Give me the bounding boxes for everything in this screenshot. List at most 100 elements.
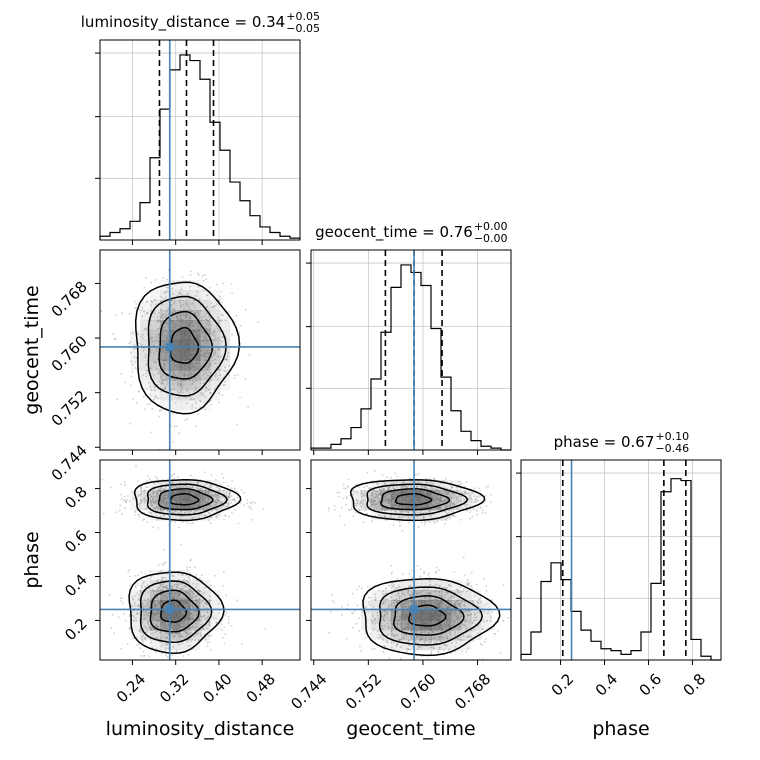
sample-point bbox=[429, 482, 431, 484]
sample-point bbox=[446, 512, 449, 515]
density-cell bbox=[130, 620, 141, 631]
sample-point bbox=[237, 522, 240, 525]
sample-point bbox=[221, 473, 223, 475]
density-cell bbox=[170, 330, 181, 341]
sample-point bbox=[159, 487, 162, 490]
sample-point bbox=[371, 520, 373, 523]
sample-point bbox=[470, 501, 473, 504]
sample-point bbox=[213, 387, 216, 390]
sample-point bbox=[230, 501, 233, 504]
sample-point bbox=[148, 587, 151, 590]
sample-point bbox=[208, 621, 211, 624]
sample-point bbox=[453, 515, 456, 518]
sample-point bbox=[145, 363, 148, 366]
sample-point bbox=[138, 631, 141, 633]
sample-point bbox=[196, 315, 199, 317]
sample-point bbox=[439, 502, 441, 505]
sample-point bbox=[135, 303, 138, 306]
sample-point bbox=[217, 496, 220, 499]
sample-point bbox=[195, 602, 198, 605]
sample-point bbox=[153, 482, 156, 485]
sample-point bbox=[150, 351, 152, 354]
sample-point bbox=[184, 419, 187, 421]
sample-point bbox=[218, 319, 221, 322]
sample-point bbox=[140, 309, 143, 312]
sample-point bbox=[172, 645, 175, 648]
sample-point bbox=[124, 619, 127, 622]
sample-point bbox=[156, 489, 159, 492]
sample-point bbox=[442, 501, 445, 504]
density-cell bbox=[170, 310, 181, 321]
density-cell bbox=[170, 590, 181, 601]
sample-point bbox=[116, 398, 118, 401]
sample-point bbox=[191, 486, 194, 489]
sample-point bbox=[177, 587, 180, 590]
sample-point bbox=[156, 495, 159, 498]
sample-point bbox=[236, 374, 239, 376]
sample-point bbox=[177, 573, 180, 576]
density-cell bbox=[210, 510, 221, 521]
sample-point bbox=[150, 367, 152, 370]
density-cell bbox=[150, 350, 161, 361]
sample-point bbox=[194, 605, 196, 608]
sample-point bbox=[219, 501, 222, 504]
sample-point bbox=[162, 509, 165, 512]
sample-point bbox=[123, 612, 126, 615]
sample-point bbox=[191, 407, 194, 409]
sample-point bbox=[461, 600, 463, 603]
sample-point bbox=[139, 647, 142, 650]
sample-point bbox=[185, 579, 188, 582]
sample-point bbox=[175, 632, 178, 635]
density-cell bbox=[150, 370, 161, 381]
sample-point bbox=[150, 628, 153, 631]
sample-point bbox=[198, 618, 201, 621]
sample-point bbox=[173, 298, 176, 301]
sample-point bbox=[227, 498, 230, 500]
sample-point bbox=[132, 619, 135, 622]
sample-point bbox=[223, 344, 226, 347]
sample-point bbox=[201, 514, 204, 517]
sample-point bbox=[147, 486, 149, 489]
sample-point bbox=[145, 327, 147, 330]
sample-point bbox=[179, 380, 182, 383]
density-cell bbox=[170, 630, 181, 641]
sample-point bbox=[158, 509, 161, 512]
density-cell bbox=[180, 280, 191, 291]
sample-point bbox=[414, 474, 417, 476]
sample-point bbox=[161, 583, 164, 585]
sample-point bbox=[156, 477, 159, 480]
sample-point bbox=[149, 626, 151, 629]
sample-point bbox=[189, 486, 191, 489]
sample-point bbox=[224, 366, 226, 369]
sample-point bbox=[164, 387, 167, 390]
sample-point bbox=[152, 526, 155, 529]
title-label: geocent_time bbox=[315, 223, 417, 242]
sample-point bbox=[175, 314, 178, 317]
density-cell bbox=[150, 580, 161, 591]
sample-point bbox=[197, 488, 200, 491]
sample-point bbox=[145, 499, 148, 502]
sample-point bbox=[445, 504, 448, 507]
sample-point bbox=[370, 619, 372, 622]
sample-point bbox=[161, 562, 163, 565]
sample-point bbox=[373, 499, 375, 502]
density-cell bbox=[140, 340, 151, 351]
sample-point bbox=[384, 508, 387, 511]
sample-point bbox=[207, 615, 210, 618]
sample-point bbox=[151, 632, 154, 635]
sample-point bbox=[110, 486, 113, 489]
sample-point bbox=[191, 597, 193, 600]
sample-point bbox=[377, 618, 380, 620]
sample-point bbox=[428, 511, 431, 513]
sample-point bbox=[151, 504, 153, 507]
density-cell bbox=[140, 490, 151, 501]
sample-point bbox=[460, 482, 463, 485]
sample-point bbox=[156, 519, 158, 521]
sample-point bbox=[469, 517, 471, 520]
sample-point bbox=[452, 596, 455, 599]
sample-point bbox=[392, 524, 395, 526]
sample-point bbox=[194, 586, 197, 589]
sample-point bbox=[188, 297, 191, 300]
sample-point bbox=[134, 604, 136, 607]
